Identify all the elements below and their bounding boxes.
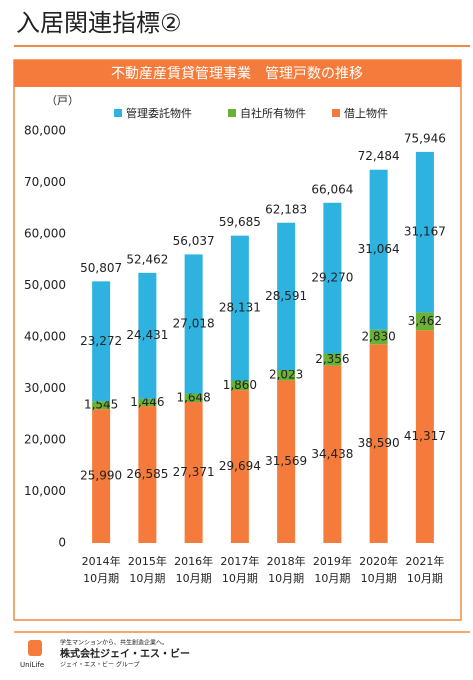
bar-segment: [184, 254, 203, 394]
value-label: 23,272: [80, 334, 122, 348]
unit-label: （戸）: [46, 94, 79, 107]
bar-segment: [323, 365, 342, 543]
total-label: 62,183: [265, 202, 307, 216]
value-label: 2,356: [315, 352, 349, 366]
bar-segment: [138, 272, 157, 399]
x-tick-label: 10月期: [222, 572, 258, 585]
bar-segment: [138, 406, 157, 543]
bar-segment: [323, 202, 342, 354]
y-tick-label: 70,000: [24, 175, 66, 189]
x-tick-label: 10月期: [268, 572, 304, 585]
legend-swatch: [332, 109, 340, 117]
bar-segment: [138, 398, 157, 407]
x-tick-label: 10月期: [361, 572, 397, 585]
footer-brand: UniLife: [20, 661, 44, 669]
bar-segment: [415, 151, 434, 313]
bar-segment: [230, 380, 249, 391]
y-tick-label: 60,000: [24, 227, 66, 241]
value-label: 34,438: [311, 447, 353, 461]
bar-segment: [277, 370, 296, 381]
value-label: 31,569: [265, 454, 307, 468]
y-tick-label: 30,000: [24, 381, 66, 395]
legend-label: 借上物件: [344, 106, 388, 120]
x-tick-label: 2014年: [82, 554, 121, 568]
value-label: 2,830: [361, 329, 395, 343]
bar-segment: [92, 281, 111, 402]
value-label: 27,018: [173, 316, 215, 330]
bar-segment: [230, 390, 249, 543]
total-label: 56,037: [173, 234, 215, 248]
value-label: 2,023: [269, 368, 303, 382]
y-tick-label: 10,000: [24, 484, 66, 498]
legend-label: 自社所有物件: [240, 106, 306, 120]
bar-segment: [184, 402, 203, 543]
total-label: 75,946: [404, 131, 446, 145]
bar-segment: [415, 312, 434, 331]
total-label: 59,685: [219, 215, 261, 229]
bar-segment: [369, 329, 388, 345]
footer-tagline: 学生マンションから、共生創造企業へ。: [60, 639, 168, 647]
chart-banner: [14, 60, 461, 87]
logo-mark: [28, 640, 42, 656]
y-tick-label: 20,000: [24, 433, 66, 447]
value-label: 27,371: [173, 465, 215, 479]
value-label: 29,694: [219, 459, 261, 473]
x-tick-label: 2016年: [174, 554, 213, 568]
chart: 0 10,000 20,000 30,000 40,000 50,000 60,000 70,…: [24, 106, 446, 585]
x-tick-label: 2018年: [267, 554, 306, 568]
bar-segment: [184, 393, 203, 403]
bar-segment: [92, 401, 111, 410]
x-tick-label: 2021年: [405, 554, 444, 568]
bar-segment: [369, 169, 388, 330]
value-label: 31,167: [404, 225, 446, 239]
value-label: 3,462: [408, 314, 442, 328]
total-label: 50,807: [80, 261, 122, 275]
value-label: 29,270: [311, 271, 353, 285]
value-label: 25,990: [80, 469, 122, 483]
x-tick-label: 10月期: [407, 572, 443, 585]
bar-segment: [230, 235, 249, 381]
bar-segment: [369, 344, 388, 543]
footer-group: ジェイ・エス・ビー グループ: [60, 661, 140, 669]
value-label: 31,064: [358, 242, 400, 256]
value-label: 28,591: [265, 289, 307, 303]
x-tick-label: 2017年: [220, 554, 259, 568]
y-tick-label: 0: [58, 536, 66, 550]
x-tick-label: 10月期: [129, 572, 165, 585]
legend-swatch: [114, 109, 122, 117]
value-label: 26,585: [126, 467, 168, 481]
bar-segment: [277, 380, 296, 543]
x-tick-label: 2015年: [128, 554, 167, 568]
total-label: 72,484: [358, 149, 400, 163]
total-label: 52,462: [126, 252, 168, 266]
bar-segment: [277, 222, 296, 371]
chart-title: 不動産産賃貸管理事業 管理戸数の推移: [111, 66, 363, 82]
value-label: 41,317: [404, 429, 446, 443]
y-tick-label: 80,000: [24, 124, 66, 138]
value-label: 38,590: [358, 436, 400, 450]
y-tick-label: 40,000: [24, 330, 66, 344]
bar-segment: [323, 353, 342, 366]
value-label: 1,648: [176, 390, 210, 404]
page-title: 入居関連指標②: [16, 9, 182, 37]
bar-segment: [415, 330, 434, 543]
footer-company: 株式会社ジェイ・エス・ビー: [60, 647, 190, 660]
x-tick-label: 10月期: [176, 572, 212, 585]
value-label: 24,431: [126, 328, 168, 342]
x-tick-label: 10月期: [83, 572, 119, 585]
x-tick-label: 2019年: [313, 554, 352, 568]
value-label: 1,860: [223, 378, 257, 392]
y-tick-label: 50,000: [24, 278, 66, 292]
total-label: 66,064: [311, 182, 353, 196]
bar-segment: [92, 409, 111, 543]
legend-swatch: [228, 109, 236, 117]
x-tick-label: 10月期: [314, 572, 350, 585]
value-label: 28,131: [219, 301, 261, 315]
legend-label: 管理委託物件: [126, 106, 192, 120]
x-tick-label: 2020年: [359, 554, 398, 568]
